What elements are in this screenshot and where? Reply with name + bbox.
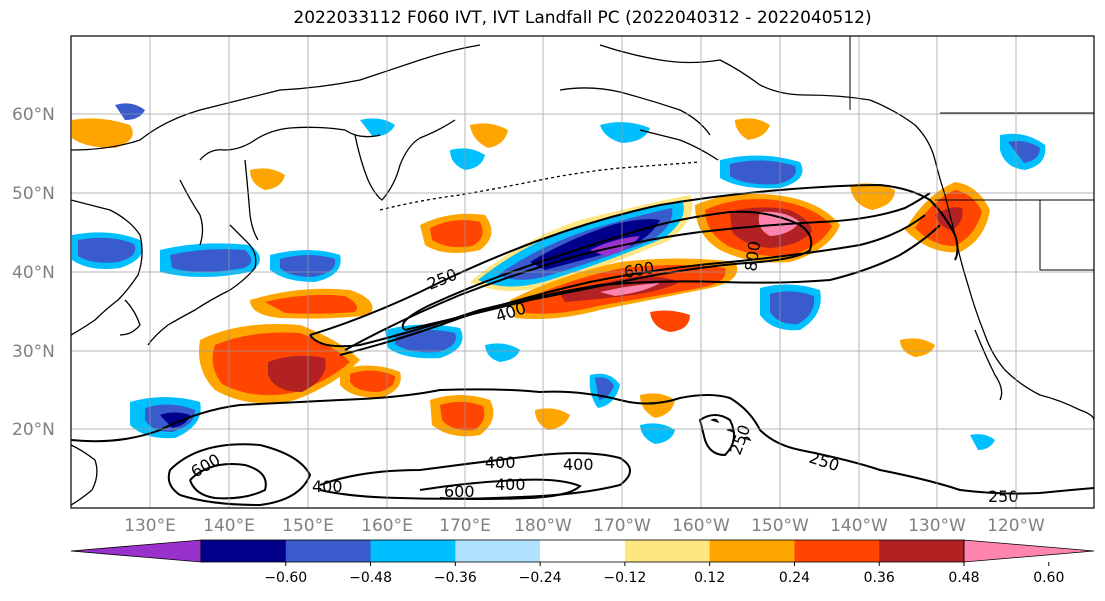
lon-label: 140°E	[203, 516, 255, 536]
gridlines	[71, 36, 1094, 508]
contour-label: 600	[444, 482, 475, 501]
colorbar-tick-label: −0.60	[264, 570, 307, 586]
contour-label: 400	[493, 298, 528, 326]
map-title: 2022033112 F060 IVT, IVT Landfall PC (20…	[293, 8, 872, 28]
colorbar-extend-min	[70, 539, 202, 563]
longitude-labels: 130°E 140°E 150°E 160°E 170°E 180°W 170°…	[124, 516, 1045, 536]
colorbar-tick-label: 0.60	[1033, 570, 1064, 586]
colorbar-tick-label: −0.24	[519, 570, 562, 586]
colorbar-tick-label: −0.48	[349, 570, 392, 586]
colorbar-segment	[624, 540, 711, 562]
lat-label: 40°N	[12, 263, 55, 283]
contour-label: 250	[988, 487, 1019, 506]
shading-layer	[72, 103, 1046, 450]
contour-label: 400	[563, 455, 594, 474]
lat-label: 60°N	[12, 105, 55, 125]
colorbar-segment	[709, 540, 795, 562]
colorbar-segment	[540, 540, 626, 562]
colorbar-tick-label: 0.24	[779, 570, 810, 586]
colorbar-tick-label: −0.12	[603, 570, 646, 586]
lat-label: 20°N	[12, 420, 55, 440]
colorbar-segment	[201, 540, 287, 562]
contour-label: 250	[807, 448, 842, 476]
contour-label: 800	[741, 240, 764, 273]
lon-label: 170°W	[593, 516, 651, 536]
colorbar-tick-label: 0.36	[864, 570, 895, 586]
colorbar: −0.60 −0.48 −0.36 −0.24 −0.12 0.12 0.24 0.36 0.4…	[70, 539, 1095, 586]
contour-label: 400	[312, 477, 343, 496]
lon-label: 150°W	[751, 516, 809, 536]
lon-label: 120°W	[987, 516, 1045, 536]
colorbar-tick-label: 0.12	[694, 570, 725, 586]
lon-label: 140°W	[830, 516, 888, 536]
colorbar-outline	[200, 539, 965, 563]
colorbar-segment	[370, 540, 456, 562]
lon-label: 160°W	[672, 516, 730, 536]
lon-label: 170°E	[439, 516, 491, 536]
contour-label: 250	[424, 265, 459, 294]
lat-label: 50°N	[12, 184, 55, 204]
colorbar-segment	[879, 540, 965, 562]
lon-label: 180°W	[514, 516, 572, 536]
lon-label: 130°E	[124, 516, 176, 536]
contour-label: 400	[495, 475, 526, 494]
colorbar-segment	[285, 540, 372, 562]
lon-label: 160°E	[361, 516, 413, 536]
lon-label: 130°W	[908, 516, 966, 536]
colorbar-tick-label: 0.48	[948, 570, 979, 586]
ivt-contours	[71, 183, 1094, 507]
contour-label: 250	[726, 422, 754, 457]
lat-label: 30°N	[12, 342, 55, 362]
colorbar-segment	[455, 540, 541, 562]
contour-label: 400	[485, 453, 516, 472]
latitude-labels: 60°N 50°N 40°N 30°N 20°N	[12, 105, 55, 440]
colorbar-tick-label: −0.36	[434, 570, 477, 586]
lon-label: 150°E	[282, 516, 334, 536]
colorbar-extend-max	[963, 539, 1095, 563]
map-frame	[70, 35, 1095, 509]
colorbar-segment	[794, 540, 880, 562]
